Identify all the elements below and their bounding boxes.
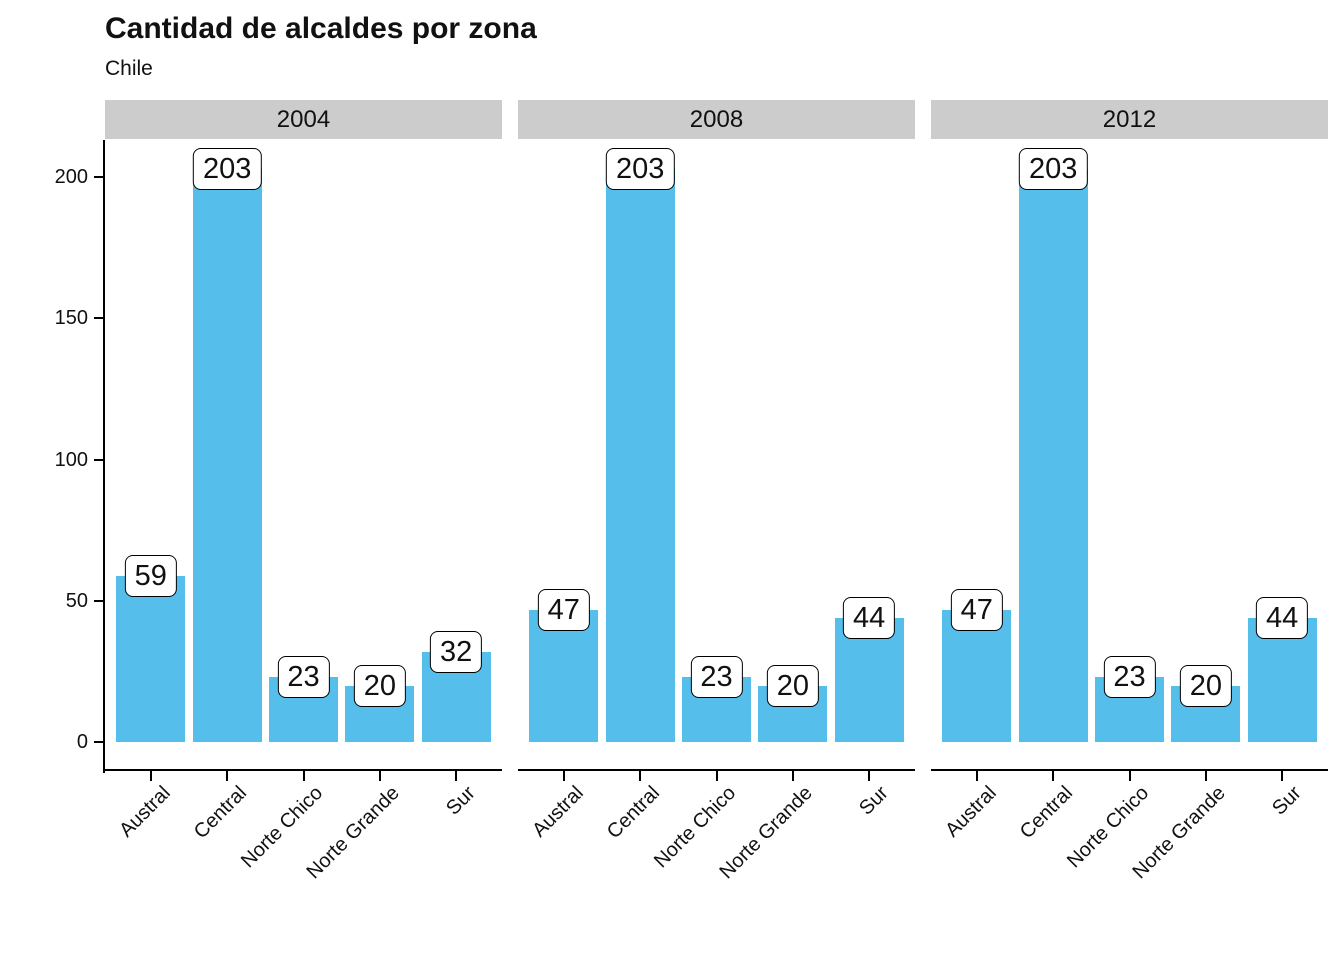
bar-value-label: 47 (537, 588, 590, 631)
bar-value-label: 23 (690, 656, 743, 699)
bar-central-2008 (605, 168, 675, 743)
x-axis-tick (455, 771, 458, 781)
bar-value-label: 203 (605, 147, 675, 190)
facet-strip: 2004 (105, 100, 502, 139)
bar-value-label: 32 (430, 630, 483, 673)
y-axis-tick (94, 458, 104, 461)
y-axis-tick (94, 317, 104, 320)
bar-value-label: 203 (192, 147, 262, 190)
x-axis-tick (975, 771, 978, 781)
x-axis-tick (378, 771, 381, 781)
bar-central-2004 (192, 168, 262, 743)
x-tick-label: Austral (527, 782, 588, 842)
bar-value-label: 44 (1256, 596, 1309, 639)
x-tick-label: Sur (1268, 782, 1306, 820)
x-tick-label: Central (1015, 782, 1077, 844)
x-axis-tick (868, 771, 871, 781)
y-axis-tick (94, 600, 104, 603)
x-axis-tick (1204, 771, 1207, 781)
bar-value-label: 44 (843, 596, 896, 639)
x-tick-label: Sur (442, 782, 480, 820)
x-axis-tick (715, 771, 718, 781)
bar-value-label: 59 (124, 554, 177, 597)
x-tick-label: Central (602, 782, 664, 844)
bar-value-label: 20 (353, 664, 406, 707)
x-axis-tick (562, 771, 565, 781)
x-axis-tick (226, 771, 229, 781)
y-axis-tick (94, 741, 104, 744)
bar-central-2012 (1018, 168, 1088, 743)
x-tick-label: Austral (940, 782, 1001, 842)
facet-strip: 2008 (518, 100, 915, 139)
y-tick-label: 100 (54, 448, 88, 471)
x-axis-tick (302, 771, 305, 781)
chart-subtitle: Chile (105, 57, 153, 80)
y-tick-label: 150 (54, 307, 88, 330)
x-axis-tick (639, 771, 642, 781)
y-tick-label: 200 (54, 166, 88, 189)
x-axis-tick (149, 771, 152, 781)
bar-austral-2004 (116, 575, 186, 743)
bar-austral-2008 (529, 609, 599, 743)
bar-value-label: 203 (1018, 147, 1088, 190)
x-axis-line (518, 769, 915, 771)
x-axis-tick (791, 771, 794, 781)
y-tick-label: 50 (65, 590, 88, 613)
x-axis-line (105, 769, 502, 771)
x-axis-tick (1052, 771, 1055, 781)
x-axis-tick (1281, 771, 1284, 781)
x-tick-label: Sur (855, 782, 893, 820)
x-tick-label: Austral (114, 782, 175, 842)
x-axis-tick (1128, 771, 1131, 781)
chart-title: Cantidad de alcaldes por zona (105, 12, 537, 45)
y-axis-line (103, 140, 105, 773)
bar-value-label: 47 (950, 588, 1003, 631)
bar-value-label: 23 (1103, 656, 1156, 699)
x-tick-label: Central (189, 782, 251, 844)
bar-value-label: 23 (277, 656, 330, 699)
y-axis-tick (94, 176, 104, 179)
bar-value-label: 20 (766, 664, 819, 707)
y-tick-label: 0 (76, 731, 88, 754)
facet-strip: 2012 (931, 100, 1328, 139)
bar-value-label: 20 (1179, 664, 1232, 707)
x-axis-line (931, 769, 1328, 771)
bar-austral-2012 (942, 609, 1012, 743)
